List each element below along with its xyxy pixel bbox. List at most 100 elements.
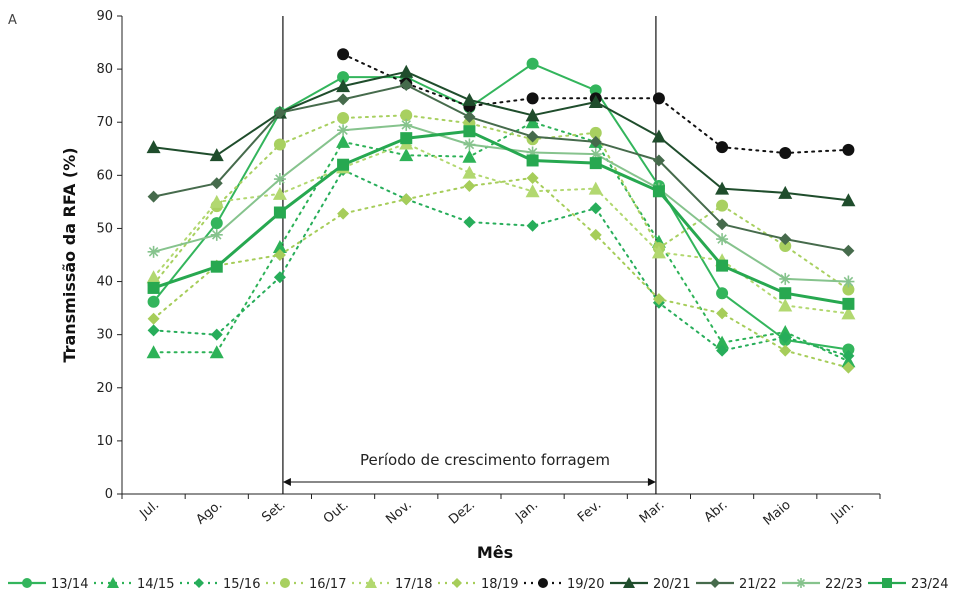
data-point [462, 165, 477, 179]
legend-label: 14/15 [137, 577, 174, 592]
data-point [525, 115, 540, 129]
data-point [337, 158, 350, 171]
data-point [273, 106, 286, 119]
data-point [652, 154, 665, 167]
x-axis-title: Mês [477, 543, 513, 562]
data-point [716, 199, 729, 212]
data-point [526, 146, 539, 159]
y-axis: 0 10 20 30 40 50 60 70 80 90 [96, 9, 123, 502]
legend-label: 18/19 [481, 577, 518, 592]
x-tick-label: Set. [259, 498, 288, 526]
data-point [147, 190, 160, 203]
series-lines [146, 48, 856, 374]
data-point [146, 140, 161, 154]
legend-item: 17/18 [352, 577, 432, 592]
data-point [525, 108, 540, 122]
data-point [336, 134, 351, 148]
data-point [715, 181, 730, 195]
series-20-21 [146, 64, 856, 207]
legend-marker [882, 578, 892, 588]
legend-item: 21/22 [696, 577, 776, 592]
y-tick-label: 0 [105, 487, 113, 502]
legend-item: 13/14 [8, 577, 88, 592]
y-tick-label: 70 [96, 115, 113, 130]
data-point [716, 141, 729, 154]
legend-label: 15/16 [223, 577, 260, 592]
data-point [716, 218, 729, 231]
data-point [463, 110, 476, 123]
x-tick-label: Jun. [828, 498, 857, 526]
data-point [209, 194, 224, 208]
data-point [462, 92, 477, 106]
data-point [526, 130, 539, 143]
data-point [716, 344, 729, 357]
x-tick-label: Fev. [575, 498, 604, 526]
y-axis-title: Transmissão da RFA (%) [60, 147, 79, 362]
data-point [147, 312, 160, 325]
data-point [273, 249, 286, 261]
data-point [210, 177, 223, 190]
data-point [842, 244, 855, 257]
x-tick-label: Dez. [446, 498, 478, 528]
series-line [152, 84, 850, 252]
legend: 13/14 14/15 15/16 16/17 17/18 18/19 19/20 20/21… [8, 577, 948, 592]
legend-item: 20/21 [610, 577, 690, 592]
data-point [526, 92, 539, 105]
data-point [779, 287, 792, 300]
data-point [589, 126, 602, 139]
data-point [272, 186, 287, 200]
x-tick-label: Out. [321, 498, 352, 527]
data-point [147, 245, 160, 258]
data-point [273, 138, 286, 151]
legend-marker [194, 578, 204, 588]
data-point [716, 287, 729, 300]
data-point [589, 148, 602, 161]
legend-label: 13/14 [51, 577, 88, 592]
legend-item: 18/19 [438, 577, 518, 592]
data-point [273, 206, 286, 219]
data-point [842, 297, 855, 310]
legend-label: 23/24 [911, 577, 948, 592]
data-point [651, 245, 666, 259]
data-point [210, 260, 223, 273]
series-line [152, 123, 850, 283]
data-point [526, 171, 539, 184]
data-point [147, 281, 160, 294]
legend-label: 17/18 [395, 577, 432, 592]
period-label: Período de crescimento forragem [360, 451, 610, 469]
series-line [342, 53, 850, 154]
data-point [842, 275, 855, 288]
series-21-22 [147, 79, 855, 257]
data-point [842, 143, 855, 156]
x-tick-label: Ago. [193, 498, 225, 528]
data-point [526, 57, 539, 70]
legend-item: 16/17 [266, 577, 346, 592]
data-point [209, 345, 224, 359]
data-point [400, 132, 413, 145]
data-point [146, 270, 161, 284]
data-point [463, 179, 476, 192]
y-tick-label: 80 [96, 62, 113, 77]
data-point [463, 125, 476, 138]
legend-label: 21/22 [739, 577, 776, 592]
series-line [152, 114, 850, 291]
series-line [152, 129, 850, 306]
legend-marker [452, 578, 462, 588]
data-point [399, 64, 414, 78]
y-tick-label: 40 [96, 275, 113, 290]
data-point [652, 185, 665, 198]
legend-item: 14/15 [94, 577, 174, 592]
data-point [273, 271, 286, 284]
y-tick-label: 20 [96, 381, 113, 396]
data-point [463, 216, 476, 229]
data-point [779, 272, 792, 285]
data-point [778, 185, 793, 199]
x-tick-label: Abr. [702, 498, 731, 526]
legend-label: 16/17 [309, 577, 346, 592]
data-point [778, 298, 793, 312]
data-point [337, 124, 350, 137]
data-point [589, 135, 602, 148]
x-tick-label: Jan. [512, 498, 541, 526]
data-point [272, 240, 287, 254]
